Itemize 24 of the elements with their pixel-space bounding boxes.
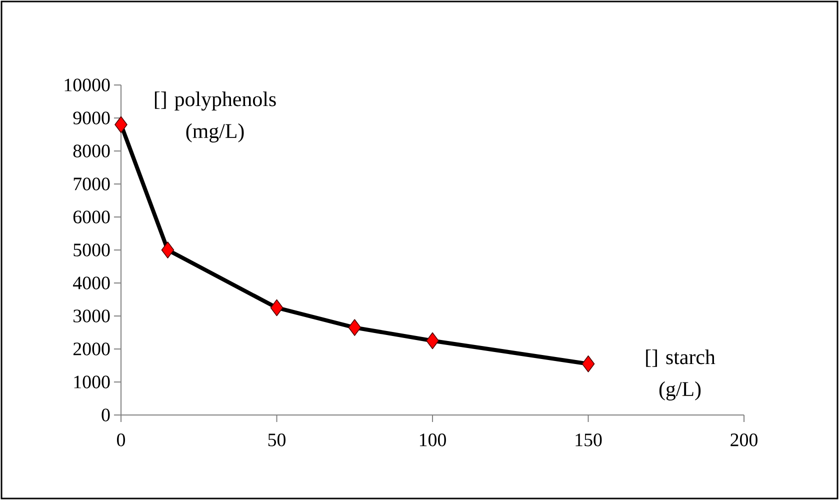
x-axis-title: [] starch (g/L): [646, 350, 716, 400]
point: [161, 242, 174, 258]
y-tick-label: 4000: [73, 276, 110, 290]
point: [114, 116, 128, 133]
y-tick-label: 3000: [74, 310, 110, 322]
y-tick-label: 7000: [74, 178, 110, 190]
x-tick-label: 200: [730, 434, 758, 446]
x-tick-label: 50: [268, 434, 286, 446]
y-tick-label: 8000: [73, 144, 110, 158]
y-tick-label: 10000: [64, 78, 110, 92]
x-tick-label: 100: [420, 434, 446, 446]
point: [348, 319, 362, 336]
y-tick-label: 5000: [74, 244, 110, 256]
y-tick-label: 0: [102, 408, 110, 422]
y-tick-label: 1000: [74, 376, 110, 388]
point: [426, 332, 439, 350]
y-tick-label: 2000: [73, 342, 110, 356]
point: [582, 355, 595, 372]
x-tick-label: 0: [116, 434, 126, 446]
y-axis-title: [] polyphenols (mg/L): [154, 92, 276, 142]
y-tick-label: 6000: [73, 210, 110, 224]
x-tick-label: 150: [576, 434, 602, 446]
y-tick-label: 9000: [73, 112, 110, 124]
point: [270, 299, 284, 316]
